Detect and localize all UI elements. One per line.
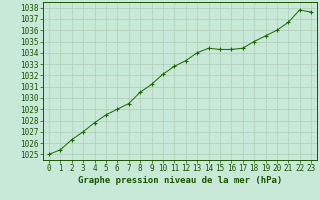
X-axis label: Graphe pression niveau de la mer (hPa): Graphe pression niveau de la mer (hPa) xyxy=(78,176,282,185)
